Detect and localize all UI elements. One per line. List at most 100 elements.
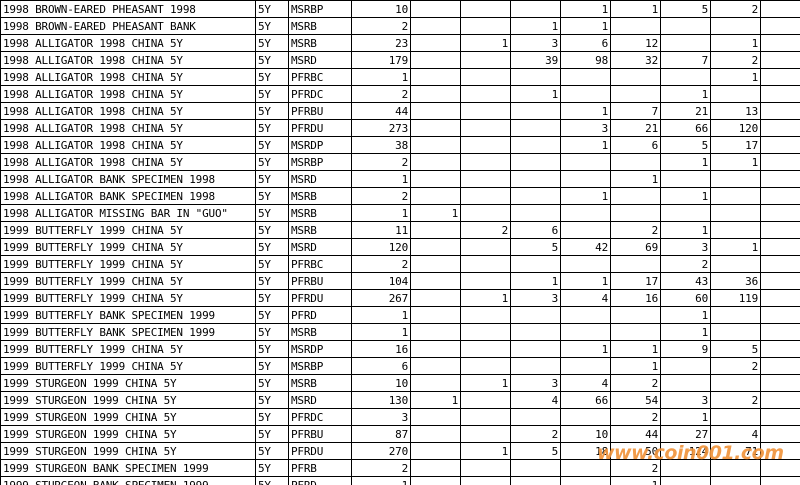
cell-n1 bbox=[410, 357, 461, 375]
cell-n5: 17 bbox=[610, 272, 661, 290]
cell-grade_code: PFRBC bbox=[288, 68, 352, 86]
cell-grade_code: PFRB bbox=[288, 459, 352, 477]
cell-n2 bbox=[460, 0, 511, 18]
cell-n8: 3 bbox=[760, 357, 800, 375]
cell-n5: 44 bbox=[610, 425, 661, 443]
cell-grade_code: PFRDU bbox=[288, 442, 352, 460]
cell-count: 130 bbox=[351, 391, 411, 409]
cell-n1: 1 bbox=[410, 204, 461, 222]
cell-count: 2 bbox=[351, 255, 411, 273]
cell-description: 1999 BUTTERFLY 1999 CHINA 5Y bbox=[0, 357, 256, 375]
cell-n5 bbox=[610, 68, 661, 86]
cell-n7: 5 bbox=[710, 340, 761, 358]
cell-description: 1998 BROWN-EARED PHEASANT BANK bbox=[0, 17, 256, 35]
cell-description: 1999 BUTTERFLY 1999 CHINA 5Y bbox=[0, 238, 256, 256]
cell-term: 5Y bbox=[255, 85, 289, 103]
cell-n6 bbox=[660, 204, 711, 222]
cell-description: 1999 BUTTERFLY 1999 CHINA 5Y bbox=[0, 221, 256, 239]
table-row: 1999 STURGEON 1999 CHINA 5Y 5Y PFRDC 3 2 1 bbox=[0, 408, 800, 426]
cell-n3 bbox=[510, 476, 561, 485]
cell-count: 87 bbox=[351, 425, 411, 443]
cell-n5: 50 bbox=[610, 442, 661, 460]
cell-n6: 1 bbox=[660, 85, 711, 103]
cell-n4 bbox=[560, 204, 611, 222]
table-row: 1999 BUTTERFLY BANK SPECIMEN 1999 5Y PFRD 1… bbox=[0, 306, 800, 324]
cell-grade_code: MSRB bbox=[288, 204, 352, 222]
cell-term: 5Y bbox=[255, 408, 289, 426]
table-row: 1999 BUTTERFLY 1999 CHINA 5Y 5Y PFRBU 104 1 1… bbox=[0, 272, 800, 290]
cell-n3: 2 bbox=[510, 425, 561, 443]
cell-description: 1999 STURGEON 1999 CHINA 5Y bbox=[0, 391, 256, 409]
table-row: 1999 BUTTERFLY 1999 CHINA 5Y 5Y MSRB 11 2 6 2 1 bbox=[0, 221, 800, 239]
cell-term: 5Y bbox=[255, 34, 289, 52]
cell-n2 bbox=[460, 255, 511, 273]
cell-n4: 6 bbox=[560, 34, 611, 52]
cell-n3 bbox=[510, 323, 561, 341]
cell-n8 bbox=[760, 204, 800, 222]
cell-n3: 6 bbox=[510, 221, 561, 239]
cell-term: 5Y bbox=[255, 68, 289, 86]
cell-term: 5Y bbox=[255, 17, 289, 35]
cell-n5: 69 bbox=[610, 238, 661, 256]
table-row: 1999 STURGEON 1999 CHINA 5Y 5Y PFRBU 87 2 10 4… bbox=[0, 425, 800, 443]
cell-n5: 2 bbox=[610, 374, 661, 392]
cell-grade_code: MSRD bbox=[288, 238, 352, 256]
cell-grade_code: MSRDP bbox=[288, 136, 352, 154]
cell-n6: 9 bbox=[660, 340, 711, 358]
cell-n6: 3 bbox=[660, 238, 711, 256]
cell-n6 bbox=[660, 374, 711, 392]
cell-term: 5Y bbox=[255, 306, 289, 324]
cell-n2 bbox=[460, 187, 511, 205]
cell-term: 5Y bbox=[255, 187, 289, 205]
cell-n3: 3 bbox=[510, 374, 561, 392]
cell-n3 bbox=[510, 408, 561, 426]
cell-description: 1998 ALLIGATOR BANK SPECIMEN 1998 bbox=[0, 187, 256, 205]
cell-n8 bbox=[760, 391, 800, 409]
cell-term: 5Y bbox=[255, 0, 289, 18]
cell-term: 5Y bbox=[255, 170, 289, 188]
cell-n1 bbox=[410, 119, 461, 137]
cell-count: 2 bbox=[351, 85, 411, 103]
cell-n4: 1 bbox=[560, 340, 611, 358]
cell-count: 2 bbox=[351, 187, 411, 205]
cell-n7: 1 bbox=[710, 153, 761, 171]
cell-n8 bbox=[760, 153, 800, 171]
cell-n5: 21 bbox=[610, 119, 661, 137]
cell-count: 2 bbox=[351, 459, 411, 477]
cell-n1 bbox=[410, 255, 461, 273]
cell-n5: 16 bbox=[610, 289, 661, 307]
cell-term: 5Y bbox=[255, 476, 289, 485]
table-row: 1999 STURGEON BANK SPECIMEN 1999 5Y PFRD 1 1 bbox=[0, 476, 800, 485]
cell-n7: 119 bbox=[710, 289, 761, 307]
cell-n2 bbox=[460, 408, 511, 426]
cell-grade_code: MSRB bbox=[288, 323, 352, 341]
cell-n6: 5 bbox=[660, 0, 711, 18]
cell-n4 bbox=[560, 221, 611, 239]
cell-description: 1998 ALLIGATOR MISSING BAR IN "GUO" bbox=[0, 204, 256, 222]
cell-count: 270 bbox=[351, 442, 411, 460]
cell-n2 bbox=[460, 340, 511, 358]
cell-term: 5Y bbox=[255, 51, 289, 69]
cell-count: 1 bbox=[351, 68, 411, 86]
cell-n5 bbox=[610, 323, 661, 341]
cell-n1 bbox=[410, 221, 461, 239]
cell-n8 bbox=[760, 17, 800, 35]
cell-n6: 1 bbox=[660, 187, 711, 205]
cell-grade_code: MSRBP bbox=[288, 0, 352, 18]
cell-n4: 18 bbox=[560, 442, 611, 460]
cell-n3 bbox=[510, 187, 561, 205]
cell-n1 bbox=[410, 374, 461, 392]
cell-count: 10 bbox=[351, 374, 411, 392]
cell-description: 1998 ALLIGATOR 1998 CHINA 5Y bbox=[0, 136, 256, 154]
cell-n5 bbox=[610, 204, 661, 222]
cell-n5: 1 bbox=[610, 0, 661, 18]
table-row: 1999 BUTTERFLY BANK SPECIMEN 1999 5Y MSRB 1… bbox=[0, 323, 800, 341]
cell-n5 bbox=[610, 153, 661, 171]
cell-n7: 2 bbox=[710, 391, 761, 409]
cell-n1 bbox=[410, 136, 461, 154]
cell-description: 1998 ALLIGATOR 1998 CHINA 5Y bbox=[0, 34, 256, 52]
cell-term: 5Y bbox=[255, 289, 289, 307]
cell-n5: 32 bbox=[610, 51, 661, 69]
cell-count: 11 bbox=[351, 221, 411, 239]
